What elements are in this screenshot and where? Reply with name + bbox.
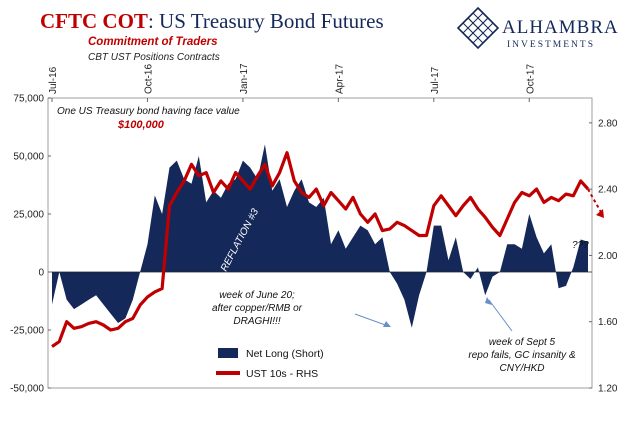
y-left-tick-label: -25,000	[10, 326, 44, 337]
y-left-tick-label: 75,000	[13, 94, 44, 105]
y-left-tick-label: 25,000	[13, 210, 44, 221]
y-left-tick-label: 0	[38, 268, 44, 279]
legend-swatch-bars	[218, 348, 238, 358]
net-long-area	[52, 144, 588, 328]
chart-title-part1: CFTC COT	[40, 9, 148, 33]
chart-title: CFTC COT: US Treasury Bond Futures	[40, 9, 384, 33]
annotation-face-value: One US Treasury bond having face value	[57, 106, 240, 117]
ust10-line	[51, 151, 590, 348]
projection-arrowhead	[596, 209, 604, 218]
y-left-tick-label: 50,000	[13, 152, 44, 163]
logo: ALHAMBRA INVESTMENTS	[456, 6, 619, 50]
chart-subtitle: Commitment of Traders	[88, 36, 218, 48]
annotation-june-arrowhead	[383, 321, 391, 327]
legend-label-bars: Net Long (Short)	[246, 348, 324, 360]
annotation-sept-arrowhead	[485, 297, 492, 305]
annotation-june-2: after copper/RMB or	[212, 303, 303, 314]
annotation-sept-1: week of Sept 5	[489, 337, 556, 348]
legend: Net Long (Short) UST 10s - RHS	[216, 348, 324, 380]
annotation-face-value-amount: $100,000	[117, 119, 165, 131]
projection-line	[587, 188, 603, 215]
annotation-sept-2: repo fails, GC insanity &	[468, 350, 576, 361]
annotation-june-arrow	[354, 313, 389, 327]
x-axis: Jul-16 Oct-16 Jan-17 Apr-17 Jul-17 Oct-17	[48, 63, 536, 102]
chart-title-part2: : US Treasury Bond Futures	[148, 9, 384, 33]
y-right-tick-label: 2.40	[598, 185, 618, 196]
chart-subtitle2: CBT UST Positions Contracts	[88, 52, 220, 63]
annotation-june-1: week of June 20;	[219, 290, 295, 301]
annotation-sept-3: CNY/HKD	[499, 363, 544, 374]
diamond-lattice-icon	[456, 6, 500, 50]
x-tick-label: Jul-16	[48, 66, 59, 94]
y-left-tick-label: -50,000	[10, 384, 44, 395]
legend-label-line: UST 10s - RHS	[246, 368, 318, 380]
logo-tagline: INVESTMENTS	[507, 40, 595, 50]
plot-frame	[47, 97, 593, 389]
y-right-tick-label: 1.60	[598, 317, 618, 328]
annotation-qmarks: ???	[572, 240, 589, 251]
x-tick-label: Apr-17	[334, 64, 345, 94]
x-tick-label: Jan-17	[239, 63, 250, 94]
ust10-line-path	[51, 151, 590, 348]
y-right-tick-label: 2.80	[598, 118, 618, 129]
net-long-area-path	[52, 144, 588, 328]
x-tick-label: Jul-17	[430, 66, 441, 94]
y-axis-left: 75,000 50,000 25,000 0 -25,000 -50,000	[10, 94, 51, 395]
annotation-sept-arrow	[488, 299, 513, 332]
y-right-tick-label: 2.00	[598, 251, 618, 262]
y-axis-right: 2.80 2.40 2.00 1.60 1.20	[589, 118, 618, 395]
annotation-june-3: DRAGHI!!!	[233, 316, 280, 327]
y-right-tick-label: 1.20	[598, 384, 618, 395]
x-tick-label: Oct-17	[525, 64, 536, 94]
logo-name: ALHAMBRA	[502, 17, 619, 38]
x-tick-label: Oct-16	[143, 64, 154, 94]
